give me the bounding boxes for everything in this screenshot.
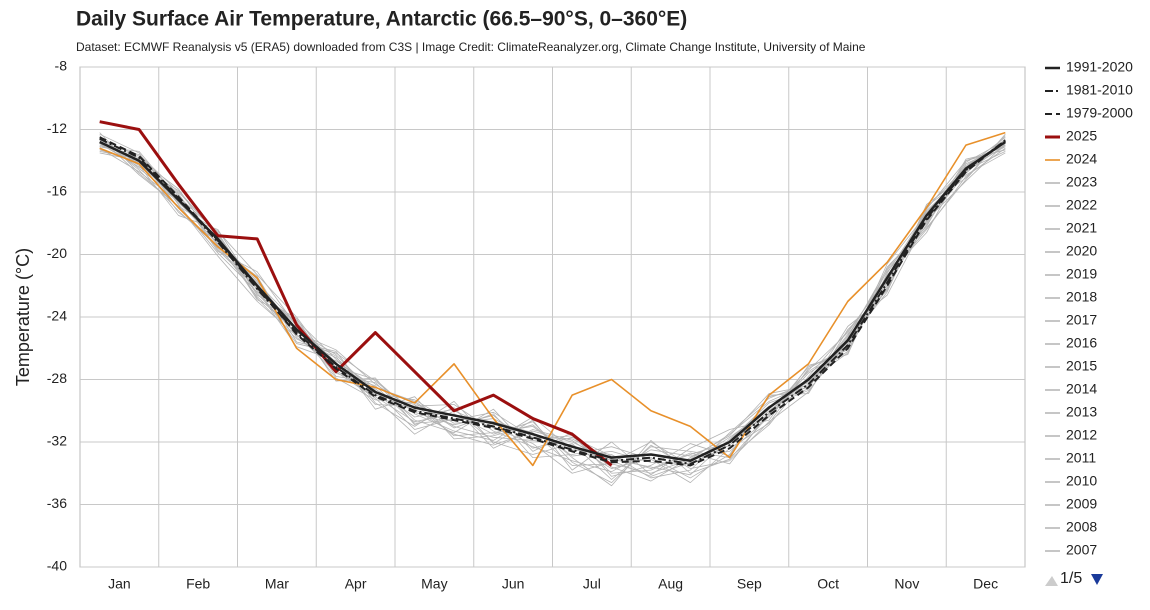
legend-label: 2014 — [1066, 381, 1097, 397]
legend-label: 2023 — [1066, 174, 1097, 190]
legend-label: 2017 — [1066, 312, 1097, 328]
series-line — [99, 120, 613, 467]
legend-prev[interactable] — [1045, 576, 1058, 586]
y-tick-label: -8 — [55, 58, 68, 74]
y-tick-label: -24 — [47, 308, 67, 324]
x-tick-label: Oct — [817, 576, 839, 592]
legend-label: 2013 — [1066, 404, 1097, 420]
legend-page: 1/5 — [1060, 570, 1082, 587]
legend-label: 2019 — [1066, 266, 1097, 282]
series-line — [99, 131, 1006, 467]
chart-subtitle: Dataset: ECMWF Reanalysis v5 (ERA5) down… — [76, 40, 866, 54]
y-tick-label: -32 — [47, 433, 67, 449]
series-line — [99, 135, 1006, 477]
legend-label: 2018 — [1066, 289, 1097, 305]
legend-label: 2024 — [1066, 151, 1097, 167]
x-tick-label: Mar — [265, 576, 289, 592]
series-line — [99, 140, 1007, 462]
series-line — [99, 137, 1006, 465]
legend-label: 2015 — [1066, 358, 1097, 374]
x-tick-label: May — [421, 576, 447, 592]
series-line — [99, 138, 1006, 474]
y-tick-label: -16 — [47, 183, 67, 199]
y-tick-label: -36 — [47, 495, 67, 511]
legend-label: 2011 — [1066, 450, 1096, 466]
legend-label: 2020 — [1066, 243, 1097, 259]
y-tick-label: -20 — [47, 245, 67, 261]
legend-label: 2016 — [1066, 335, 1097, 351]
y-tick-label: -40 — [47, 558, 67, 574]
x-tick-label: Jun — [502, 576, 525, 592]
legend-label: 2021 — [1066, 220, 1097, 236]
y-tick-label: -28 — [47, 370, 67, 386]
legend-label: 1991-2020 — [1066, 59, 1133, 75]
legend-label: 2022 — [1066, 197, 1097, 213]
x-tick-label: Nov — [894, 576, 919, 592]
legend-label: 1981-2010 — [1066, 82, 1133, 98]
chart-title: Daily Surface Air Temperature, Antarctic… — [76, 8, 687, 31]
legend-label: 2025 — [1066, 128, 1097, 144]
legend-label: 1979-2000 — [1066, 105, 1133, 121]
x-tick-label: Jul — [583, 576, 601, 592]
x-tick-label: Feb — [186, 576, 210, 592]
x-tick-label: Apr — [345, 576, 367, 592]
legend-label: 2009 — [1066, 496, 1097, 512]
legend-label: 2012 — [1066, 427, 1097, 443]
legend-next[interactable] — [1091, 574, 1103, 585]
y-tick-label: -12 — [47, 120, 67, 136]
legend-label: 2008 — [1066, 519, 1097, 535]
x-tick-label: Jan — [108, 576, 131, 592]
x-tick-label: Sep — [737, 576, 762, 592]
legend-label: 2010 — [1066, 473, 1097, 489]
legend-label: 2007 — [1066, 542, 1097, 558]
y-axis-label: Temperature (°C) — [13, 248, 33, 386]
x-tick-label: Dec — [973, 576, 998, 592]
x-tick-label: Aug — [658, 576, 683, 592]
